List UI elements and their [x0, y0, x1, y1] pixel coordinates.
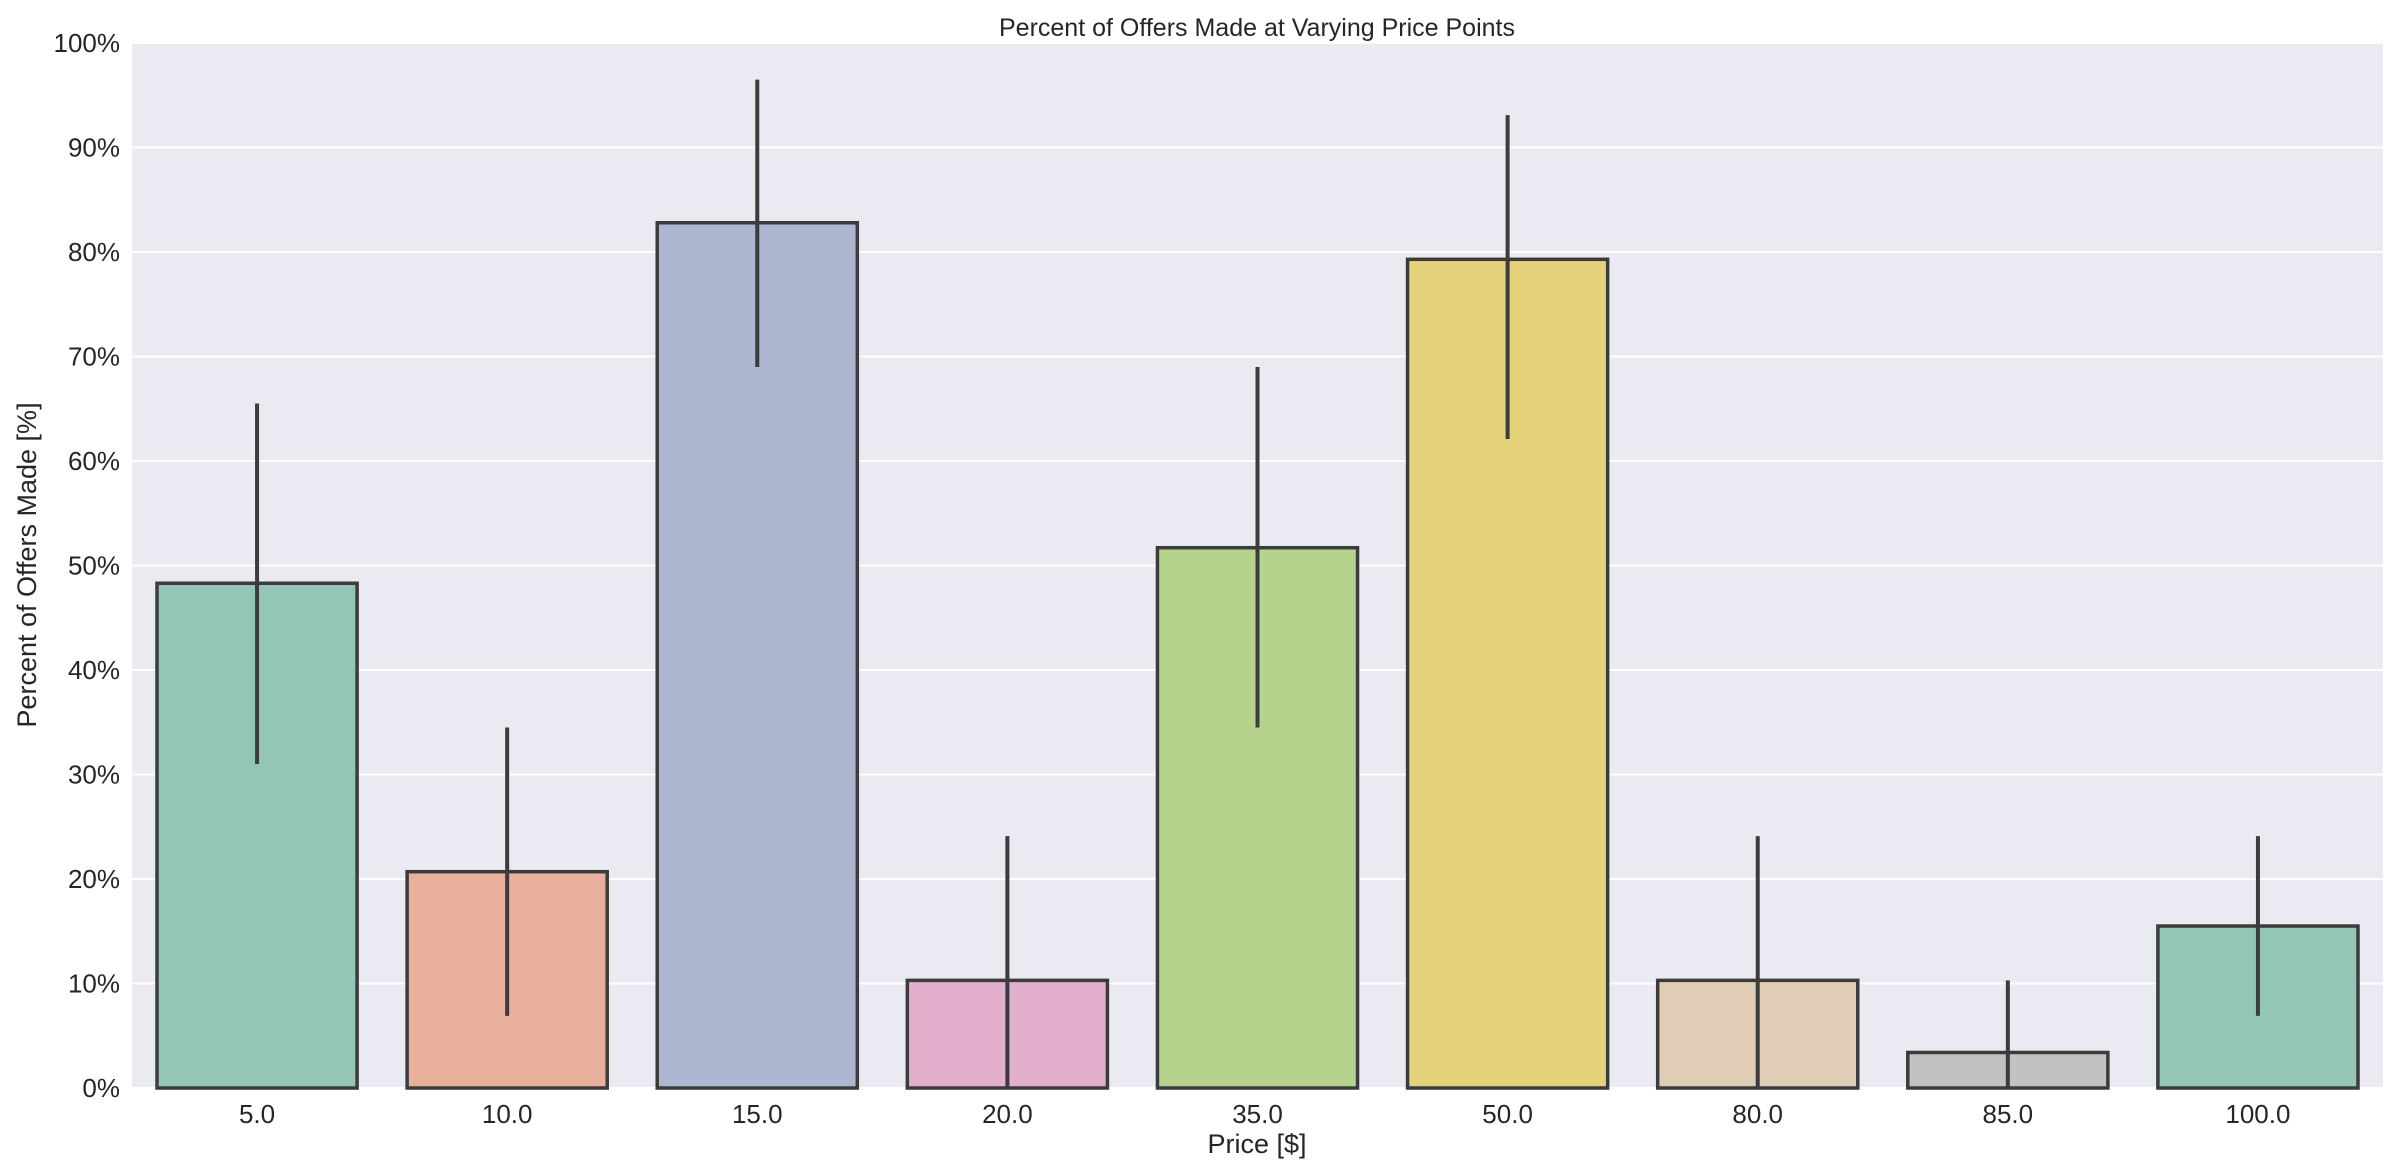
error-bars: [255, 79, 2260, 1088]
x-tick-label: 100.0: [2225, 1099, 2290, 1129]
x-tick-label: 50.0: [1482, 1099, 1533, 1129]
x-tick-label: 20.0: [982, 1099, 1033, 1129]
x-tick-label: 10.0: [482, 1099, 533, 1129]
chart-title: Percent of Offers Made at Varying Price …: [999, 14, 1515, 42]
x-tick-label: 15.0: [732, 1099, 783, 1129]
y-tick-label: 100%: [54, 28, 121, 58]
x-tick-label: 5.0: [239, 1099, 275, 1129]
bars: [155, 220, 2360, 1090]
y-tick-label: 30%: [68, 760, 120, 790]
y-tick-label: 40%: [68, 655, 120, 685]
y-tick-label: 90%: [68, 133, 120, 163]
y-tick-label: 10%: [68, 969, 120, 999]
y-tick-label: 20%: [68, 864, 120, 894]
y-tick-label: 60%: [68, 446, 120, 476]
x-axis-label: Price [$]: [1207, 1129, 1306, 1159]
y-tick-label: 0%: [82, 1073, 120, 1103]
x-tick-labels: 5.0 10.0 15.0 20.0 35.0 50.0 80.0 85.0 100.0: [239, 1099, 2291, 1129]
y-tick-label: 50%: [68, 551, 120, 581]
y-axis-label: Percent of Offers Made [%]: [12, 402, 42, 727]
y-tick-labels: 0% 10% 20% 30% 40% 50% 60% 70% 80% 90% 100%: [54, 28, 121, 1103]
y-tick-label: 80%: [68, 237, 120, 267]
x-tick-label: 85.0: [1983, 1099, 2034, 1129]
y-tick-label: 70%: [68, 342, 120, 372]
x-tick-label: 35.0: [1232, 1099, 1283, 1129]
x-tick-label: 80.0: [1732, 1099, 1783, 1129]
